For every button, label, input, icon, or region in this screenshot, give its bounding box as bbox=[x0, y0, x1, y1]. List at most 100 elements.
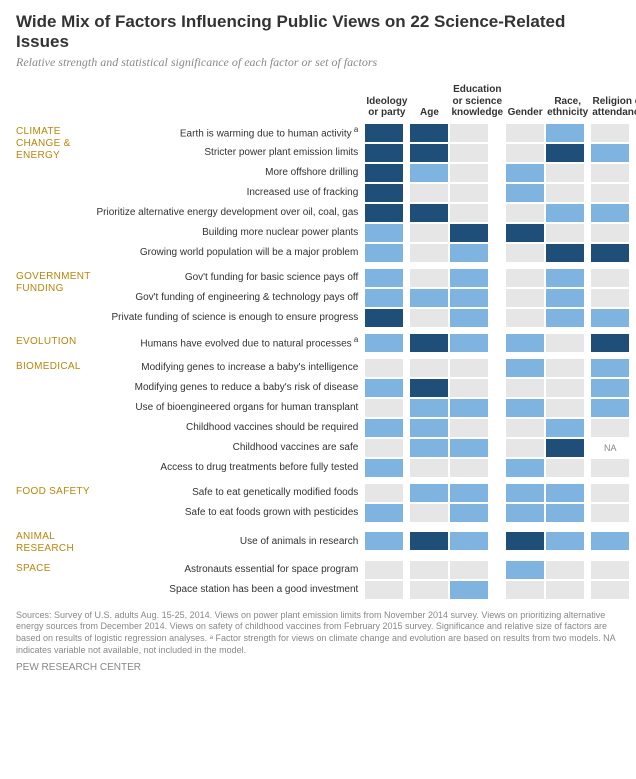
column-header: Religion or attendance bbox=[590, 84, 636, 123]
heatmap-cell bbox=[545, 378, 590, 398]
heatmap-cell bbox=[364, 358, 409, 378]
heatmap-cell bbox=[590, 418, 636, 438]
category-label: FOOD SAFETY bbox=[16, 483, 97, 523]
heatmap-cell bbox=[449, 143, 505, 163]
heatmap-cell bbox=[590, 243, 636, 263]
table-row: CLIMATE CHANGE & ENERGYEarth is warming … bbox=[16, 123, 636, 143]
heatmap-cell bbox=[545, 163, 590, 183]
heatmap-cell bbox=[364, 483, 409, 503]
table-row: Stricter power plant emission limits bbox=[16, 143, 636, 163]
heatmap-cell bbox=[449, 560, 505, 580]
heatmap-cell bbox=[409, 458, 449, 478]
row-label: More offshore drilling bbox=[97, 163, 365, 183]
heatmap-cell bbox=[364, 143, 409, 163]
row-label: Access to drug treatments before fully t… bbox=[97, 458, 365, 478]
heatmap-cell bbox=[449, 268, 505, 288]
heatmap-cell bbox=[364, 580, 409, 600]
heatmap-cell bbox=[505, 378, 545, 398]
chart-subtitle: Relative strength and statistical signif… bbox=[16, 55, 620, 70]
heatmap-cell bbox=[449, 203, 505, 223]
heatmap-cell bbox=[590, 458, 636, 478]
row-label: Modifying genes to reduce a baby's risk … bbox=[97, 378, 365, 398]
heatmap-cell bbox=[545, 398, 590, 418]
footer-attribution: PEW RESEARCH CENTER bbox=[16, 662, 620, 673]
heatmap-cell bbox=[449, 358, 505, 378]
heatmap-cell bbox=[449, 378, 505, 398]
heatmap-cell bbox=[409, 163, 449, 183]
heatmap-cell: NA bbox=[590, 438, 636, 458]
heatmap-cell bbox=[449, 528, 505, 555]
row-label: Growing world population will be a major… bbox=[97, 243, 365, 263]
heatmap-cell bbox=[545, 223, 590, 243]
heatmap-cell bbox=[449, 483, 505, 503]
heatmap-cell bbox=[364, 308, 409, 328]
row-label: Humans have evolved due to natural proce… bbox=[97, 333, 365, 353]
table-row: Prioritize alternative energy developmen… bbox=[16, 203, 636, 223]
heatmap-cell bbox=[590, 580, 636, 600]
heatmap-cell bbox=[409, 580, 449, 600]
table-row: More offshore drilling bbox=[16, 163, 636, 183]
heatmap-cell bbox=[505, 458, 545, 478]
heatmap-cell bbox=[545, 503, 590, 523]
heatmap-cell bbox=[545, 528, 590, 555]
heatmap-cell bbox=[449, 308, 505, 328]
heatmap-cell bbox=[409, 560, 449, 580]
heatmap-cell bbox=[545, 308, 590, 328]
column-header: Race, ethnicity bbox=[545, 84, 590, 123]
heatmap-cell bbox=[545, 183, 590, 203]
table-row: Access to drug treatments before fully t… bbox=[16, 458, 636, 478]
heatmap-cell bbox=[364, 123, 409, 143]
heatmap-cell bbox=[590, 203, 636, 223]
table-row: GOVERNMENT FUNDINGGov't funding for basi… bbox=[16, 268, 636, 288]
heatmap-cell bbox=[364, 458, 409, 478]
heatmap-cell bbox=[449, 243, 505, 263]
row-label: Earth is warming due to human activity a bbox=[97, 123, 365, 143]
heatmap-cell bbox=[505, 580, 545, 600]
heatmap-cell bbox=[545, 123, 590, 143]
heatmap-cell bbox=[364, 528, 409, 555]
row-label: Building more nuclear power plants bbox=[97, 223, 365, 243]
heatmap-cell bbox=[545, 143, 590, 163]
row-label: Safe to eat genetically modified foods bbox=[97, 483, 365, 503]
column-header: Age bbox=[409, 84, 449, 123]
heatmap-cell bbox=[545, 243, 590, 263]
table-row: Growing world population will be a major… bbox=[16, 243, 636, 263]
heatmap-cell bbox=[364, 503, 409, 523]
heatmap-cell bbox=[590, 560, 636, 580]
row-label: Space station has been a good investment bbox=[97, 580, 365, 600]
heatmap-cell bbox=[409, 438, 449, 458]
heatmap-cell bbox=[505, 398, 545, 418]
heatmap-cell bbox=[590, 378, 636, 398]
heatmap-cell bbox=[409, 358, 449, 378]
row-label: Astronauts essential for space program bbox=[97, 560, 365, 580]
table-row: Private funding of science is enough to … bbox=[16, 308, 636, 328]
heatmap-cell bbox=[505, 418, 545, 438]
heatmap-cell bbox=[590, 123, 636, 143]
heatmap-cell bbox=[364, 288, 409, 308]
heatmap-cell bbox=[364, 333, 409, 353]
heatmap-cell bbox=[545, 580, 590, 600]
heatmap-cell bbox=[364, 163, 409, 183]
column-header: Ideology or party bbox=[364, 84, 409, 123]
table-row: SPACEAstronauts essential for space prog… bbox=[16, 560, 636, 580]
table-row: Increased use of fracking bbox=[16, 183, 636, 203]
chart-title: Wide Mix of Factors Influencing Public V… bbox=[16, 12, 620, 52]
heatmap-cell bbox=[409, 288, 449, 308]
heatmap-cell bbox=[545, 358, 590, 378]
heatmap-cell bbox=[505, 123, 545, 143]
row-label: Use of bioengineered organs for human tr… bbox=[97, 398, 365, 418]
heatmap-cell bbox=[505, 503, 545, 523]
table-row: Childhood vaccines should be required bbox=[16, 418, 636, 438]
heatmap-cell bbox=[590, 398, 636, 418]
heatmap-cell bbox=[409, 398, 449, 418]
heatmap-cell bbox=[409, 528, 449, 555]
heatmap-cell bbox=[545, 438, 590, 458]
heatmap-cell bbox=[545, 288, 590, 308]
heatmap-cell bbox=[364, 560, 409, 580]
heatmap-cell bbox=[364, 398, 409, 418]
heatmap-cell bbox=[505, 163, 545, 183]
heatmap-cell bbox=[364, 223, 409, 243]
heatmap-cell bbox=[545, 333, 590, 353]
heatmap-cell bbox=[505, 243, 545, 263]
row-label: Childhood vaccines should be required bbox=[97, 418, 365, 438]
